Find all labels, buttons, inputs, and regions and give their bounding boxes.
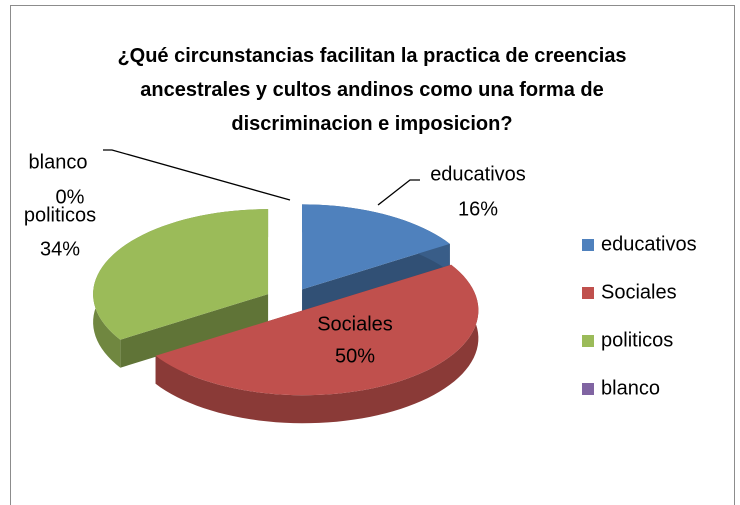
slice-tops xyxy=(93,204,479,396)
slice xyxy=(93,209,269,340)
legend-swatch xyxy=(582,287,594,299)
data-label-name: politicos xyxy=(24,204,96,226)
leader-line xyxy=(377,179,420,206)
data-label-value: 0% xyxy=(56,186,85,208)
data-label-name: blanco xyxy=(29,151,88,173)
legend-label: blanco xyxy=(601,377,660,399)
data-label-value: 16% xyxy=(458,198,498,220)
legend-swatch xyxy=(582,383,594,395)
legend-label: educativos xyxy=(601,233,697,255)
data-label-name: educativos xyxy=(430,163,526,185)
legend-swatch xyxy=(582,335,594,347)
data-label-value: 34% xyxy=(40,238,80,260)
leader-line xyxy=(103,149,291,201)
data-label-value: 50% xyxy=(335,345,375,367)
slice xyxy=(155,264,479,396)
legend-label: politicos xyxy=(601,329,673,351)
legend-label: Sociales xyxy=(601,281,677,303)
slice-side xyxy=(155,264,479,424)
slice xyxy=(302,204,450,290)
slice-wall xyxy=(302,243,450,318)
slice-wall xyxy=(120,294,269,368)
chart-title: ¿Qué circunstancias facilitan la practic… xyxy=(117,45,626,135)
legend-swatch xyxy=(582,239,594,251)
data-label-name: Sociales xyxy=(317,313,393,335)
